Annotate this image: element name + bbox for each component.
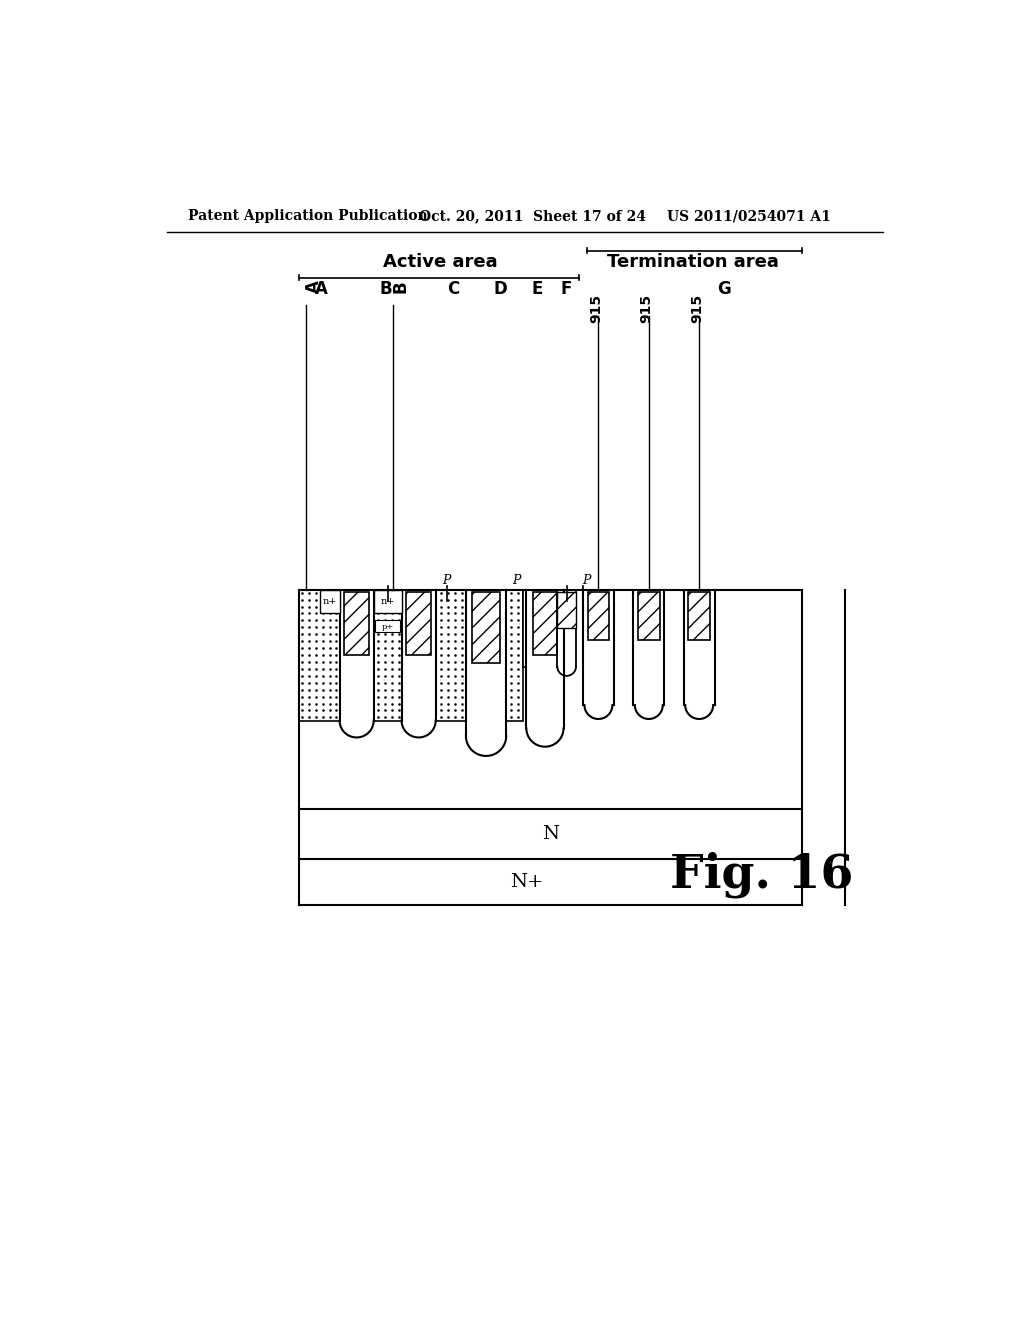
Text: n+: n+ bbox=[380, 597, 395, 606]
Text: A: A bbox=[305, 280, 323, 293]
Bar bbox=[588, 591, 609, 640]
Bar bbox=[472, 591, 500, 663]
Text: Fig. 16: Fig. 16 bbox=[671, 851, 854, 898]
Text: Termination area: Termination area bbox=[606, 253, 778, 272]
Text: A: A bbox=[315, 280, 328, 298]
Text: 915: 915 bbox=[589, 294, 603, 323]
Polygon shape bbox=[401, 721, 435, 738]
Bar bbox=[299, 590, 523, 721]
Bar bbox=[344, 591, 369, 655]
Bar bbox=[401, 590, 435, 721]
Bar bbox=[299, 590, 802, 809]
Polygon shape bbox=[635, 705, 663, 719]
Polygon shape bbox=[685, 705, 713, 719]
Bar bbox=[321, 590, 340, 612]
Bar bbox=[407, 591, 431, 655]
Text: E: E bbox=[531, 280, 544, 298]
Bar bbox=[638, 591, 659, 640]
Text: B: B bbox=[379, 280, 392, 298]
Bar bbox=[299, 859, 802, 906]
Text: p+: p+ bbox=[382, 623, 394, 631]
Polygon shape bbox=[557, 667, 575, 676]
Bar bbox=[526, 590, 563, 729]
Bar bbox=[299, 809, 802, 859]
Text: P: P bbox=[583, 574, 591, 587]
Bar bbox=[466, 590, 506, 737]
Text: N+: N+ bbox=[510, 874, 544, 891]
Bar bbox=[340, 590, 374, 721]
Text: N: N bbox=[542, 825, 559, 843]
Text: D: D bbox=[494, 280, 508, 298]
Text: C: C bbox=[447, 280, 460, 298]
Text: P: P bbox=[512, 574, 521, 587]
Bar bbox=[633, 590, 665, 705]
Text: Patent Application Publication: Patent Application Publication bbox=[188, 209, 428, 223]
Text: F: F bbox=[561, 280, 572, 298]
Text: n+: n+ bbox=[323, 597, 337, 606]
Bar bbox=[374, 590, 401, 612]
Polygon shape bbox=[585, 705, 612, 719]
Bar bbox=[684, 590, 715, 705]
Text: B: B bbox=[391, 281, 410, 293]
Text: Oct. 20, 2011  Sheet 17 of 24: Oct. 20, 2011 Sheet 17 of 24 bbox=[419, 209, 645, 223]
Text: 915: 915 bbox=[690, 294, 703, 323]
Bar bbox=[532, 591, 557, 655]
Bar bbox=[583, 590, 614, 705]
Polygon shape bbox=[340, 721, 374, 738]
Bar bbox=[375, 620, 400, 632]
Bar bbox=[523, 590, 569, 667]
Text: P: P bbox=[442, 574, 451, 587]
Polygon shape bbox=[526, 729, 563, 747]
Text: G: G bbox=[717, 280, 730, 298]
Bar bbox=[688, 591, 710, 640]
Text: Active area: Active area bbox=[383, 253, 498, 272]
Text: US 2011/0254071 A1: US 2011/0254071 A1 bbox=[667, 209, 830, 223]
Bar bbox=[557, 590, 575, 667]
Text: 915: 915 bbox=[639, 294, 653, 323]
Polygon shape bbox=[466, 737, 506, 756]
Bar bbox=[557, 591, 575, 628]
